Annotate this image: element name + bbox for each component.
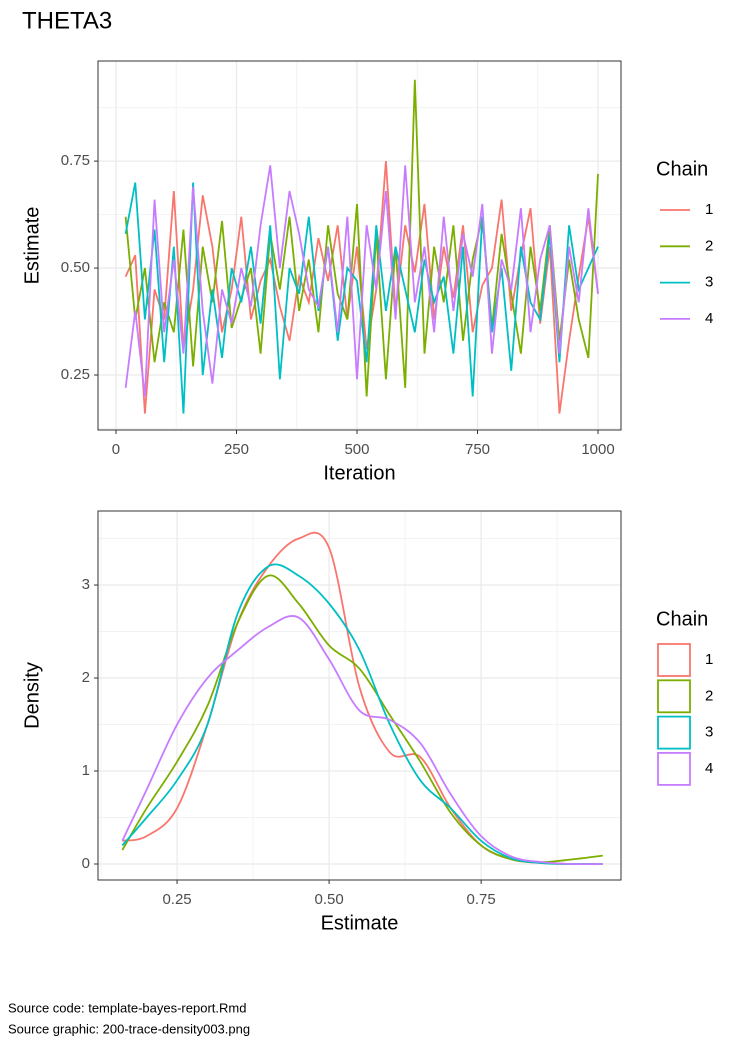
x-axis-label: Estimate <box>321 912 399 934</box>
footer-text: Source graphic: 200-trace-density003.png <box>8 1021 250 1036</box>
y-tick-label: 2 <box>82 669 90 686</box>
legend-key <box>657 752 691 786</box>
panel-border <box>97 60 622 431</box>
y-tick-label: 0.75 <box>61 152 90 169</box>
x-tick-label: 500 <box>344 441 369 458</box>
legend-label: 3 <box>705 274 713 291</box>
legend-label: 2 <box>705 687 713 704</box>
legend-key <box>657 679 691 714</box>
y-axis-label: Density <box>21 662 43 729</box>
series-line <box>121 563 603 865</box>
series-line <box>121 574 603 864</box>
x-tick-label: 0 <box>112 441 120 458</box>
x-tick-label: 0.75 <box>467 891 496 908</box>
legend-key <box>657 643 691 677</box>
x-axis-label: Iteration <box>323 462 395 484</box>
legend-label: 2 <box>705 237 713 254</box>
panel-border <box>97 510 622 881</box>
legend-label: 1 <box>705 201 713 218</box>
x-tick-label: 250 <box>224 441 249 458</box>
y-tick-label: 3 <box>82 576 90 593</box>
page-title: THETA3 <box>22 7 112 34</box>
series-line <box>124 165 599 397</box>
legend-title: Chain <box>656 158 708 180</box>
x-tick-label: 0.25 <box>162 891 191 908</box>
y-tick-label: 1 <box>82 762 90 779</box>
y-tick-label: 0.50 <box>61 259 90 276</box>
series-line <box>122 531 603 865</box>
series-line <box>121 615 603 866</box>
y-tick-label: 0.25 <box>61 366 90 383</box>
series-line <box>124 182 599 414</box>
legend-label: 3 <box>705 724 713 741</box>
legend-label: 4 <box>705 760 713 777</box>
plot-panel: 0 250 500 750 1000 0.25 0.50 0.75 1 2 3 4 Chain Itera… <box>21 60 713 484</box>
y-axis-label: Estimate <box>21 207 43 285</box>
legend-label: 1 <box>705 651 713 668</box>
y-tick-label: 0 <box>82 855 90 872</box>
legend-title: Chain <box>656 608 708 630</box>
x-tick-label: 1000 <box>581 441 614 458</box>
x-tick-label: 0.50 <box>314 891 343 908</box>
plot-panel: 0.25 0.50 0.75 0 1 2 3 1 2 3 4 Chain Estimate Density <box>21 510 713 934</box>
x-tick-label: 750 <box>465 441 490 458</box>
legend-label: 4 <box>705 310 713 327</box>
footer-text: Source code: template-bayes-report.Rmd <box>8 1000 246 1015</box>
legend-key <box>657 715 691 750</box>
